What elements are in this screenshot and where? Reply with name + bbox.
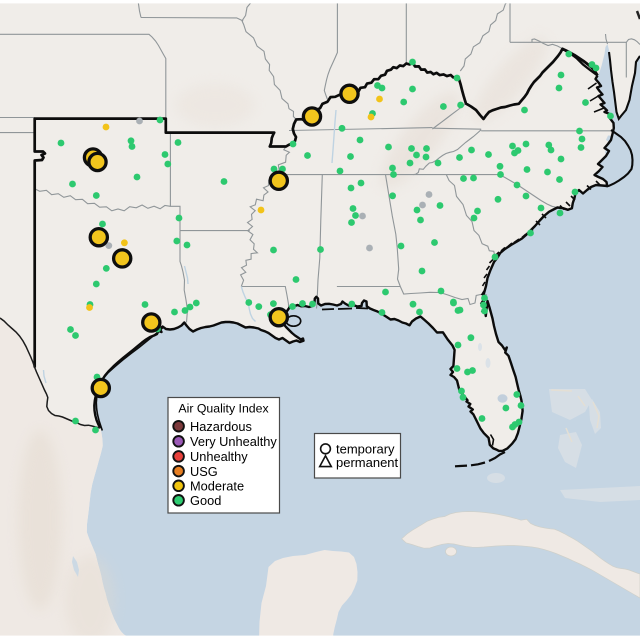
svg-text:USG: USG	[190, 464, 218, 479]
svg-text:Unhealthy: Unhealthy	[190, 449, 248, 464]
svg-text:Very Unhealthy: Very Unhealthy	[190, 434, 277, 449]
svg-text:permanent: permanent	[336, 455, 399, 470]
svg-text:Air Quality Index: Air Quality Index	[178, 402, 269, 416]
svg-text:Moderate: Moderate	[190, 479, 244, 494]
svg-text:Good: Good	[190, 493, 221, 508]
svg-text:temporary: temporary	[336, 441, 395, 456]
svg-text:Hazardous: Hazardous	[190, 419, 252, 434]
